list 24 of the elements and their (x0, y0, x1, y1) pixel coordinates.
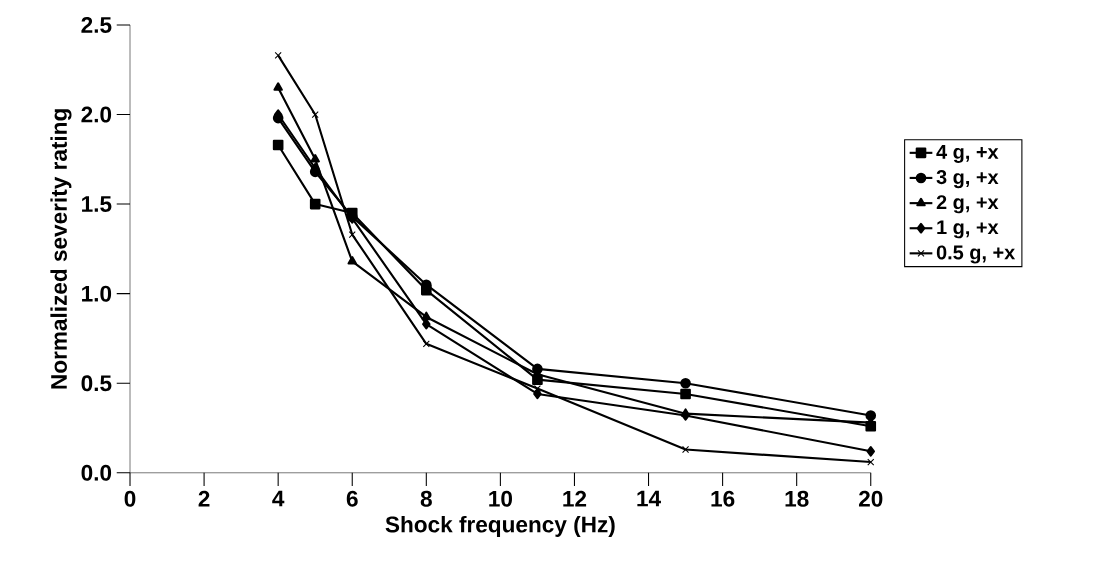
legend-label: 4 g, +x (936, 145, 999, 163)
y-tick-label: 0.5 (81, 375, 112, 392)
legend-label: 3 g, +x (936, 170, 999, 189)
legend-label: 0.5 g, +x (936, 245, 1016, 264)
y-axis-title: Normalized severity rating (50, 109, 72, 389)
legend-label: 2 g, +x (936, 195, 999, 214)
x-axis-title: Shock frequency (Hz) (385, 515, 615, 537)
y-tick-label: 0.0 (81, 464, 112, 481)
x-tick-label: 18 (785, 490, 809, 507)
legend-label: 1 g, +x (937, 220, 999, 239)
x-tick-label: 10 (489, 490, 512, 507)
y-tick-label: 2.5 (81, 16, 112, 33)
x-tick-label: 0 (124, 490, 136, 507)
y-tick-label: 1.0 (82, 285, 112, 302)
y-tick-label: 2.0 (81, 106, 112, 123)
x-tick-label: 14 (637, 490, 661, 507)
x-tick-label: 16 (711, 490, 735, 507)
x-tick-label: 20 (858, 490, 883, 507)
x-tick-label: 4 (272, 490, 285, 507)
x-tick-label: 8 (420, 490, 432, 507)
x-tick-label: 12 (563, 490, 587, 507)
x-tick-label: 2 (198, 490, 210, 507)
x-tick-label: 6 (346, 490, 358, 507)
y-tick-label: 1.5 (82, 196, 112, 212)
